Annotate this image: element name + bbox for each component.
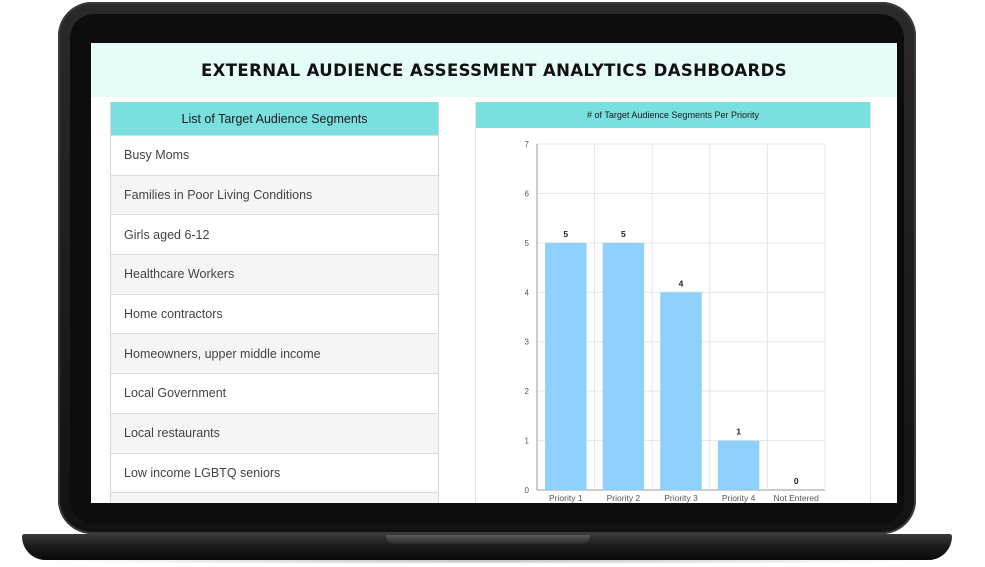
bar-priority-4 — [717, 440, 760, 490]
x-category-label: Not Entered — [774, 493, 820, 503]
segment-list-item[interactable]: Families in Poor Living Conditions — [111, 174, 438, 215]
segment-list-item[interactable] — [111, 492, 438, 503]
bar-value-label: 5 — [563, 229, 568, 239]
priority-chart-panel: # of Target Audience Segments Per Priori… — [475, 102, 871, 503]
segments-list-panel: List of Target Audience Segments Busy Mo… — [110, 102, 439, 503]
y-tick-label: 5 — [525, 239, 530, 248]
segment-list-item[interactable]: Local restaurants — [111, 412, 438, 453]
bar-priority-2 — [602, 242, 645, 490]
bar-priority-3 — [660, 292, 702, 490]
segment-list-item[interactable]: Local Government — [111, 373, 438, 413]
segment-list-item[interactable]: Busy Moms — [111, 135, 438, 175]
x-category-label: Priority 2 — [607, 493, 641, 503]
laptop-notch — [386, 535, 590, 544]
bar-value-label: 4 — [679, 278, 684, 288]
y-tick-label: 6 — [525, 189, 530, 198]
segment-list-item[interactable]: Healthcare Workers — [111, 254, 438, 294]
y-tick-label: 3 — [525, 338, 530, 347]
segment-list-item[interactable]: Home contractors — [111, 293, 438, 334]
segment-list-item[interactable]: Homeowners, upper middle income — [111, 333, 438, 374]
dashboard-header: EXTERNAL AUDIENCE ASSESSMENT ANALYTICS D… — [91, 43, 897, 97]
bar-priority-1 — [545, 242, 587, 490]
y-tick-label: 2 — [525, 387, 530, 396]
y-tick-label: 4 — [525, 288, 530, 297]
y-tick-label: 0 — [525, 486, 530, 495]
priority-bar-chart: 0 1 2 3 4 5 6 7 5 Priority 1 5 Priority 2 4 Priority … — [525, 140, 826, 503]
segment-list-item[interactable]: Girls aged 6-12 — [111, 214, 438, 254]
y-tick-label: 1 — [525, 437, 530, 446]
bar-value-label: 5 — [621, 229, 626, 239]
y-tick-label: 7 — [525, 140, 530, 149]
page-title: EXTERNAL AUDIENCE ASSESSMENT ANALYTICS D… — [200, 60, 787, 80]
laptop-shadow — [30, 558, 944, 564]
chart-title: # of Target Audience Segments Per Priori… — [476, 102, 870, 128]
segments-list: Busy Moms Families in Poor Living Conditi… — [111, 135, 438, 503]
segments-list-header: List of Target Audience Segments — [111, 102, 438, 135]
segment-list-item[interactable]: Low income LGBTQ seniors — [111, 452, 438, 493]
bar-value-label: 1 — [736, 427, 741, 437]
dashboard-screen: EXTERNAL AUDIENCE ASSESSMENT ANALYTICS D… — [91, 43, 897, 503]
x-category-label: Priority 3 — [664, 493, 698, 503]
bar-value-label: 0 — [794, 476, 799, 486]
x-category-label: Priority 4 — [722, 493, 756, 503]
x-category-label: Priority 1 — [549, 493, 583, 503]
